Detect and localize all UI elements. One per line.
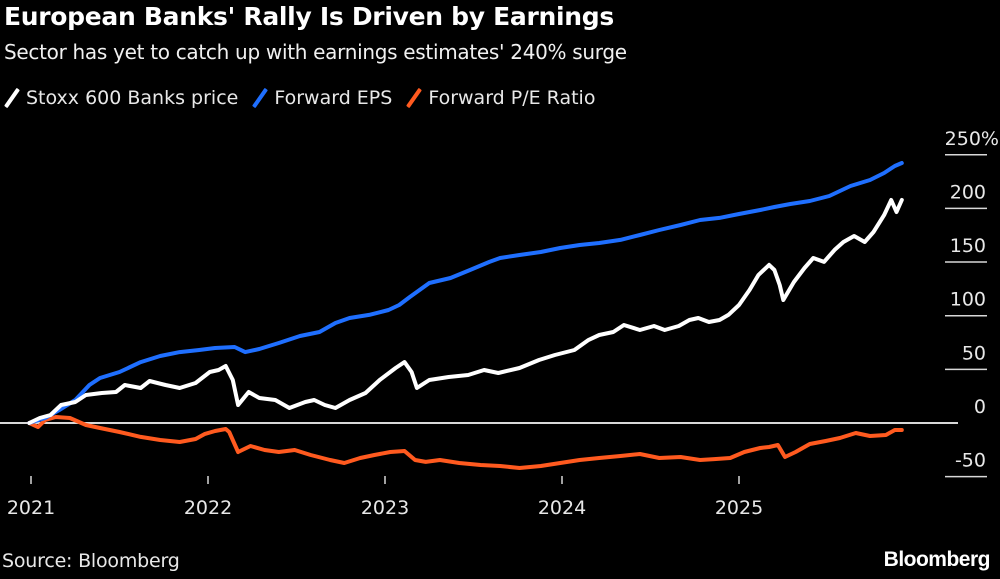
legend-item-price: Stoxx 600 Banks price: [4, 87, 238, 109]
x-axis: 2021 2022 2023 2024 2025: [7, 476, 763, 519]
x-tick-label: 2021: [7, 497, 55, 519]
bloomberg-logo: Bloomberg: [883, 548, 991, 571]
y-tick-label: 100: [950, 289, 986, 311]
legend-label-price: Stoxx 600 Banks price: [26, 87, 239, 109]
source-note: Source: Bloomberg: [2, 550, 180, 572]
chart-subtitle: Sector has yet to catch up with earnings…: [4, 40, 627, 64]
legend-label-pe: Forward P/E Ratio: [428, 87, 596, 109]
chart-title: European Banks' Rally Is Driven by Earni…: [4, 2, 614, 31]
y-axis: 250% 200 150 100 50 0 -50: [945, 128, 999, 478]
x-tick-label: 2024: [538, 497, 586, 519]
y-tick-label: -50: [955, 450, 986, 472]
y-tick-label: 150: [950, 235, 986, 257]
series-line-forward-eps: [27, 161, 904, 425]
x-tick-label: 2022: [184, 497, 232, 519]
legend-label-eps: Forward EPS: [274, 87, 393, 109]
x-tick-label: 2023: [361, 497, 409, 519]
y-tick-label: 250%: [945, 128, 999, 150]
y-tick-label: 50: [962, 342, 986, 364]
x-tick-label: 2025: [715, 497, 763, 519]
series-line-stoxx-600-banks-price: [27, 198, 904, 425]
series-line-forward-p-e-ratio: [27, 415, 904, 470]
legend: Stoxx 600 Banks price Forward EPS Forwar…: [4, 87, 609, 109]
legend-item-pe: Forward P/E Ratio: [406, 87, 595, 109]
y-tick-label: 200: [950, 181, 986, 203]
series-lines: [27, 161, 904, 470]
y-tick-label: 0: [974, 396, 986, 418]
legend-item-eps: Forward EPS: [252, 87, 392, 109]
